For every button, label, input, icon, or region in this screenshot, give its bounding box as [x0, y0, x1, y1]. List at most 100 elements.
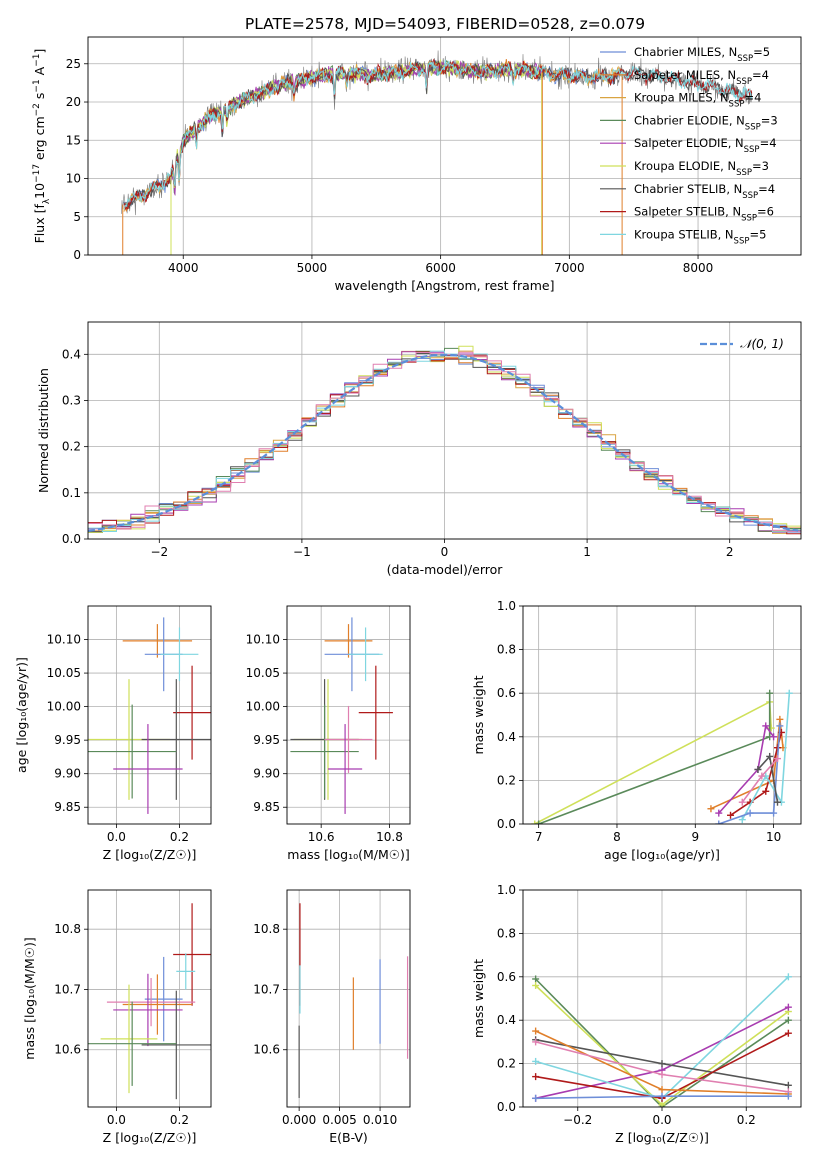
y-tick-label: 10.6 [253, 1043, 280, 1057]
x-tick-label: 8 [613, 830, 621, 844]
x-tick-label: 4000 [168, 261, 199, 275]
spectrum-plot [121, 50, 753, 255]
ylabel-part: −17 [32, 164, 42, 183]
x-tick-label: 9 [691, 830, 699, 844]
y-tick-label: 10.05 [47, 666, 81, 680]
y-tick-label: 0.6 [497, 970, 516, 984]
x-tick-label: 8000 [683, 261, 714, 275]
chart-layer: 4000 5000 6000 7000 80000510152025wavelength… [14, 36, 802, 1145]
y-tick-label: 10.7 [54, 982, 81, 996]
y-tick-label: 9.95 [54, 733, 81, 747]
x-tick-label: 0.0 [652, 1113, 671, 1127]
x-tick-label: 0.010 [363, 1113, 397, 1127]
spectrum-model-kroupa_miles [123, 60, 622, 212]
age_vs_Z-axes: 0.0 0.2 9.85 9.90 9.95 10.00 10.05 10.10 [47, 606, 211, 844]
y-tick-label: 10.6 [54, 1043, 81, 1057]
age_vs_mass-axes: 10.6 10.8 9.85 9.90 9.95 10.00 10.05 10.10 [246, 606, 410, 844]
mass_weight_vs_age-plot [531, 689, 793, 824]
x-tick-label: 0 [441, 545, 449, 559]
age_vs_mass-plot [290, 617, 393, 814]
mass_vs_ebv-xlabel: E(B-V) [329, 1130, 368, 1145]
y-tick-label: 0.1 [62, 486, 81, 500]
legend-label-gaussian: 𝒩(0, 1) [740, 337, 784, 351]
legend-label: Salpeter STELIB, NSSP=6 [634, 205, 774, 224]
x-tick-label: −2 [150, 545, 168, 559]
residual_histogram-xlabel: (data-model)/error [387, 562, 504, 577]
legend-text: Kroupa MILES, N [634, 91, 729, 105]
mass_vs_ebv-plot [298, 903, 409, 1098]
y-tick-label: 0.2 [497, 773, 516, 787]
y-tick-label: 10.10 [47, 633, 81, 647]
legend-label: Chabrier MILES, NSSP=5 [634, 45, 770, 64]
residual_histogram-frame [87, 321, 802, 540]
y-tick-label: 1.0 [497, 599, 516, 613]
spectrum-ylabel: Flux [fλ10−17 erg cm−2 s−1 A−1] [32, 49, 52, 244]
y-tick-label: 0.2 [497, 1057, 516, 1071]
legend-text: Chabrier MILES, N [634, 45, 737, 59]
x-tick-label: 7 [535, 830, 543, 844]
x-tick-label: 2 [726, 545, 734, 559]
legend-text: =5 [749, 227, 766, 241]
ylabel-part: −1 [32, 54, 42, 67]
y-tick-label: 10 [66, 172, 81, 186]
mass_vs_ebv-axes: 0.000 0.005 0.010 10.6 10.7 10.8 [253, 890, 410, 1127]
ylabel-part: −1 [32, 79, 42, 92]
x-tick-label: 5000 [297, 261, 328, 275]
x-tick-label: 10.6 [308, 830, 335, 844]
legend-text: Chabrier STELIB, N [634, 182, 742, 196]
y-tick-label: 0.4 [497, 1013, 516, 1027]
x-tick-label: 0.2 [170, 830, 189, 844]
legend-label: Salpeter ELODIE, NSSP=4 [634, 136, 777, 155]
y-tick-label: 9.95 [253, 733, 280, 747]
legend-text: =6 [757, 205, 774, 219]
y-tick-label: 10.10 [246, 633, 280, 647]
x-tick-label: 0.005 [322, 1113, 356, 1127]
age_vs_Z-frame [87, 605, 212, 825]
mass_weight_vs_Z-ylabel: mass weight [471, 959, 486, 1038]
y-tick-label: 9.90 [54, 767, 81, 781]
legend-label: Salpeter MILES, NSSP=4 [634, 68, 769, 87]
y-tick-label: 10.00 [246, 700, 280, 714]
mass_vs_Z-frame [87, 889, 212, 1108]
y-tick-label: 10.8 [253, 922, 280, 936]
y-tick-label: 0.4 [62, 347, 81, 361]
y-tick-label: 25 [66, 57, 81, 71]
legend-sub: SSP [742, 191, 758, 201]
legend-sub: SSP [741, 214, 757, 224]
legend-label: Chabrier STELIB, NSSP=4 [634, 182, 775, 201]
ylabel-part: λ [42, 198, 52, 204]
ylabel-part: Flux [f [32, 204, 47, 244]
legend-text: =4 [758, 182, 775, 196]
y-tick-label: 0.0 [497, 817, 516, 831]
x-tick-label: 0.2 [170, 1113, 189, 1127]
age_vs_mass-xlabel: mass [log₁₀(M/M☉)] [287, 847, 409, 862]
legend-text: =3 [761, 113, 778, 127]
legend-label: Kroupa STELIB, NSSP=5 [634, 227, 766, 246]
mass_weight_vs_Z-frame [522, 889, 802, 1108]
residual_histogram-plot [88, 345, 801, 535]
x-tick-label: −0.2 [563, 1113, 592, 1127]
mass_vs_Z-ylabel: mass [log₁₀(M/M☉)] [22, 937, 37, 1059]
legend-sub: SSP [736, 168, 752, 178]
mass-weight-line-chabrier_elodie [535, 978, 789, 1107]
y-tick-label: 15 [66, 133, 81, 147]
mass_weight_vs_age-xlabel: age [log₁₀(age/yr)] [604, 847, 720, 862]
mass-weight-line-salpeter_elodie [718, 723, 775, 814]
legend-sub: SSP [729, 100, 745, 110]
spectrum-model-salpeter_elodie [169, 59, 544, 196]
spectrum-model-chabrier_miles [123, 59, 621, 210]
figure-title: PLATE=2578, MJD=54093, FIBERID=0528, z=0… [245, 15, 645, 33]
legend-sub: SSP [734, 236, 750, 246]
y-tick-label: 0.0 [62, 532, 81, 546]
mass_vs_Z-plot [88, 903, 211, 1100]
x-tick-label: 6000 [425, 261, 456, 275]
y-tick-label: 0.3 [62, 393, 81, 407]
mass_vs_ebv-frame [286, 889, 411, 1108]
y-tick-label: 9.85 [54, 800, 81, 814]
mass-weight-line-kroupa_stelib [741, 693, 791, 820]
x-tick-label: 0.000 [282, 1113, 316, 1127]
x-tick-label: −1 [293, 545, 311, 559]
age_vs_Z-plot [88, 617, 211, 814]
ylabel-part: 10 [32, 183, 47, 199]
x-tick-label: 10 [766, 830, 781, 844]
